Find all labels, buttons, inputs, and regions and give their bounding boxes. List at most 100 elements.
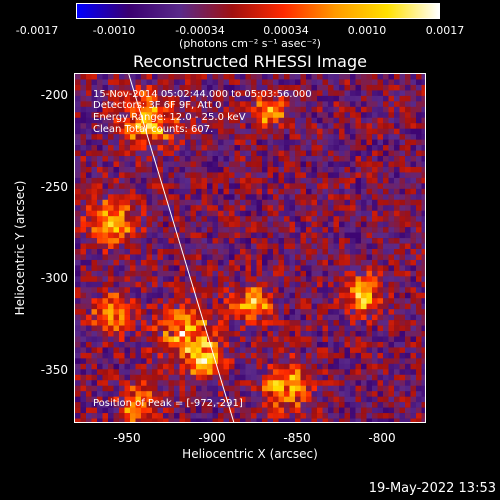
heatmap-cell xyxy=(119,221,125,228)
heatmap-cell xyxy=(174,117,180,124)
heatmap-cell xyxy=(394,117,400,124)
heatmap-cell xyxy=(179,150,186,157)
heatmap-cell xyxy=(300,177,307,184)
heatmap-cell xyxy=(339,287,345,294)
heatmap-cell xyxy=(284,134,290,140)
heatmap-cell xyxy=(124,298,131,304)
heatmap-cell xyxy=(91,243,98,250)
colorbar-tick-2: -0.0010 xyxy=(92,24,136,37)
heatmap-cell xyxy=(174,347,180,354)
heatmap-cell xyxy=(174,320,180,326)
heatmap-cell xyxy=(196,298,202,304)
heatmap-cell xyxy=(333,331,340,337)
heatmap-cell xyxy=(130,194,136,201)
heatmap-cell xyxy=(267,84,274,91)
heatmap-cell xyxy=(141,314,147,321)
heatmap-cell xyxy=(80,358,87,365)
heatmap-cell xyxy=(333,385,340,392)
heatmap-cell xyxy=(108,90,114,97)
heatmap-cell xyxy=(300,314,307,321)
heatmap-cell xyxy=(361,254,367,261)
heatmap-cell xyxy=(212,407,219,414)
heatmap-cell xyxy=(300,358,307,365)
heatmap-cell xyxy=(421,188,425,195)
heatmap-cell xyxy=(75,292,81,299)
heatmap-cell xyxy=(416,194,422,201)
heatmap-cell xyxy=(212,281,219,288)
heatmap-cell xyxy=(163,391,169,397)
heatmap-cell xyxy=(179,101,186,108)
heatmap-cell xyxy=(306,166,312,173)
heatmap-cell xyxy=(97,309,103,315)
heatmap-cell xyxy=(317,74,323,80)
heatmap-cell xyxy=(141,265,147,272)
heatmap-cell xyxy=(108,270,114,277)
heatmap-cell xyxy=(361,287,367,294)
heatmap-cell xyxy=(300,369,307,376)
heatmap-cell xyxy=(322,363,329,370)
heatmap-cell xyxy=(383,221,389,228)
heatmap-cell xyxy=(372,254,378,261)
heatmap-cell xyxy=(256,161,263,168)
heatmap-cell xyxy=(372,101,378,108)
heatmap-cell xyxy=(108,380,114,387)
heatmap-cell xyxy=(300,106,307,113)
heatmap-cell xyxy=(212,363,219,370)
heatmap-cell xyxy=(108,238,114,244)
heatmap-cell xyxy=(75,281,81,288)
heatmap-cell xyxy=(322,150,329,157)
heatmap-cell xyxy=(75,418,81,422)
heatmap-cell xyxy=(306,238,312,244)
heatmap-cell xyxy=(157,325,164,332)
heatmap-cell xyxy=(333,314,340,321)
heatmap-cell xyxy=(311,188,318,195)
heatmap-cell xyxy=(135,259,142,266)
heatmap-cell xyxy=(91,374,98,381)
heatmap-cell xyxy=(289,341,296,348)
heatmap-cell xyxy=(152,265,158,272)
heatmap-cell xyxy=(229,117,235,124)
heatmap-cell xyxy=(229,320,235,326)
heatmap-cell xyxy=(388,243,395,250)
heatmap-cell xyxy=(251,194,257,201)
heatmap-cell xyxy=(196,188,202,195)
heatmap-cell xyxy=(399,254,406,261)
heatmap-cell xyxy=(91,172,98,179)
heatmap-cell xyxy=(344,369,351,376)
heatmap-cell xyxy=(102,101,109,108)
heatmap-cell xyxy=(388,325,395,332)
heatmap-cell xyxy=(75,150,81,157)
heatmap-cell xyxy=(229,352,235,359)
heatmap-cell xyxy=(80,112,87,119)
heatmap-cell xyxy=(410,194,417,201)
heatmap-cell xyxy=(372,380,378,387)
heatmap-cell xyxy=(383,216,389,222)
heatmap-cell xyxy=(207,199,213,206)
heatmap-cell xyxy=(399,150,406,157)
heatmap-cell xyxy=(300,270,307,277)
heatmap-cell xyxy=(207,309,213,315)
heatmap-cell xyxy=(383,205,389,212)
heatmap-cell xyxy=(355,254,362,261)
heatmap-cell xyxy=(212,265,219,272)
heatmap-cell xyxy=(416,221,422,228)
heatmap-cell xyxy=(119,95,125,102)
heatmap-cell xyxy=(322,128,329,135)
heatmap-cell xyxy=(185,150,191,157)
heatmap-cell xyxy=(80,95,87,102)
heatmap-cell xyxy=(311,341,318,348)
heatmap-cell xyxy=(174,221,180,228)
heatmap-cell xyxy=(196,336,202,343)
heatmap-cell xyxy=(168,358,175,365)
heatmap-cell xyxy=(361,402,367,408)
heatmap-cell xyxy=(135,172,142,179)
colorbar-tick-3: -0.00034 xyxy=(175,24,225,37)
heatmap-cell xyxy=(80,172,87,179)
heatmap-cell xyxy=(405,396,411,403)
heatmap-cell xyxy=(102,265,109,272)
heatmap-cell xyxy=(300,123,307,129)
heatmap-cell xyxy=(284,396,290,403)
heatmap-cell xyxy=(262,194,268,201)
heatmap-cell xyxy=(229,254,235,261)
heatmap-cell xyxy=(212,259,219,266)
